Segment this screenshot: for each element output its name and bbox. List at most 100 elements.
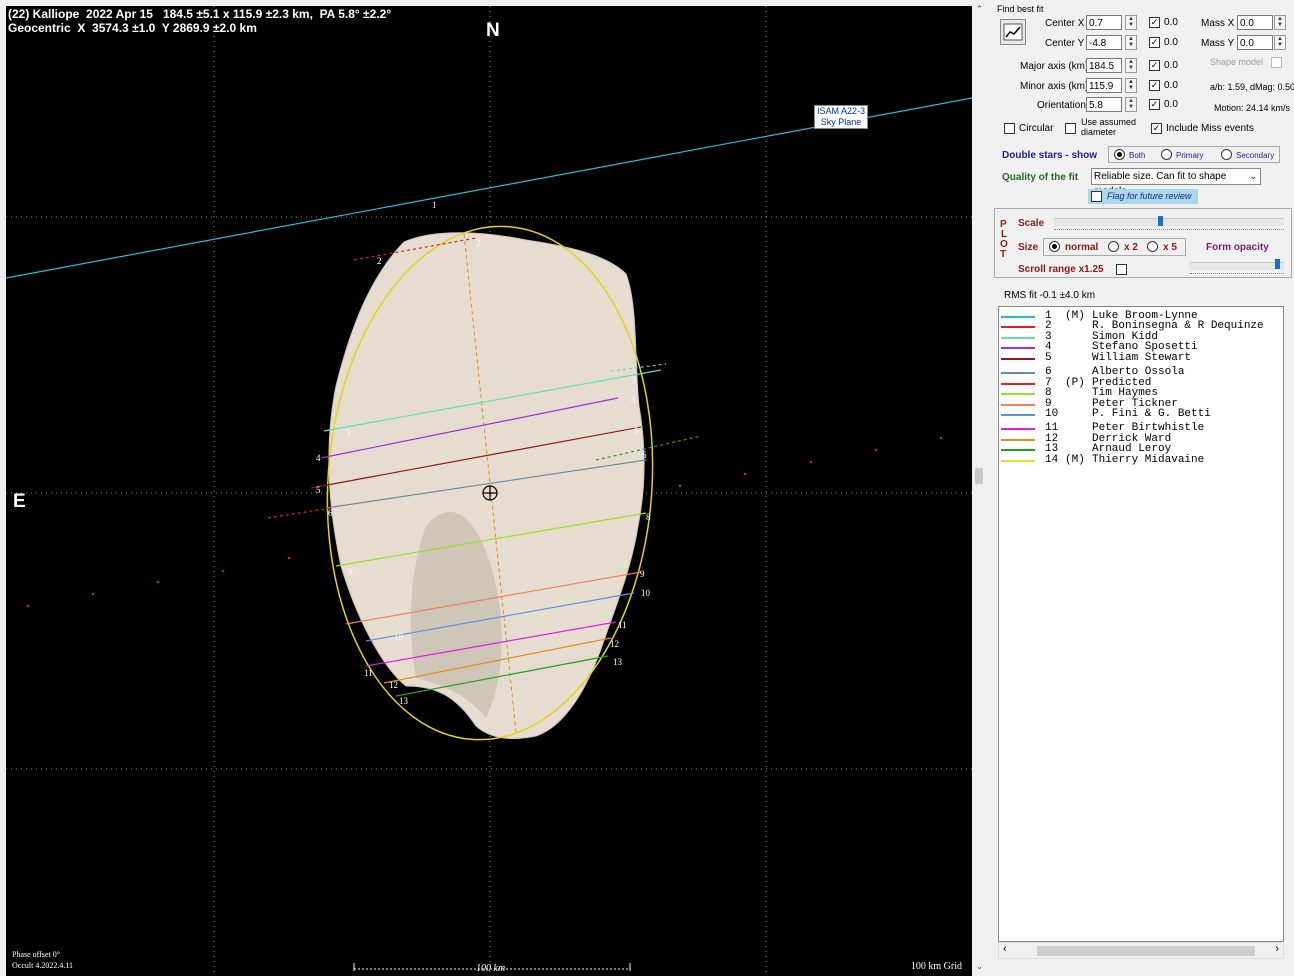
scroll-left-icon[interactable]: ‹ — [1003, 943, 1007, 955]
size-x2-radio[interactable] — [1108, 241, 1119, 252]
legend-swatch — [1001, 393, 1035, 395]
flag-review-checkbox[interactable] — [1091, 191, 1102, 202]
fit-chart-icon — [1003, 23, 1023, 41]
chord-label: 6 — [328, 508, 333, 518]
shape-model-label: Shape model — [1210, 57, 1264, 67]
motion-text: Motion: 24.14 km/s — [1214, 103, 1291, 113]
quality-dropdown[interactable]: Reliable size. Can fit to shape models ⌄ — [1091, 168, 1261, 197]
legend-swatch — [1001, 316, 1035, 318]
legend-row: 5 William Stewart — [999, 353, 1285, 364]
shape-model-checkbox[interactable] — [1271, 57, 1282, 68]
chord-12-line — [383, 637, 612, 684]
legend-observer-name: Luke Broom-Lynne — [1092, 310, 1198, 322]
center-y-input[interactable]: -4.8 — [1086, 35, 1122, 50]
chord-label: 9 — [640, 569, 645, 579]
chord-label: 11 — [618, 620, 627, 630]
orientation-spinner[interactable]: ▲ ▼ — [1125, 97, 1137, 112]
chord-label: 9 — [348, 567, 353, 577]
size-label: Size — [1018, 242, 1039, 253]
grid-size-label: 100 km Grid — [910, 961, 962, 972]
scroll-thumb[interactable] — [975, 468, 983, 484]
chord-label: 13 — [399, 696, 409, 706]
major-axis-input[interactable]: 184.5 — [1086, 58, 1122, 73]
double-stars-group — [1108, 146, 1280, 163]
legend-observer-name: Peter Birtwhistle — [1092, 422, 1205, 434]
scale-slider-thumb[interactable] — [1158, 216, 1163, 226]
legend-observer-name: Peter Tickner — [1092, 398, 1178, 410]
legend-row: 6 Alberto Ossola — [999, 367, 1285, 378]
chord-label: 13 — [613, 657, 623, 667]
circular-checkbox[interactable] — [1004, 123, 1015, 134]
chord-label: 8 — [646, 512, 651, 522]
mass-x-spinner[interactable]: ▲ ▼ — [1274, 15, 1286, 30]
size-normal-radio[interactable] — [1049, 241, 1060, 252]
chord-2-line — [353, 237, 477, 261]
orientation-input[interactable]: 5.8 — [1086, 97, 1122, 112]
occultation-plot[interactable]: 1 2 2 3 3 4 4 5 5 6 6 8 9 9 10 10 11 11 12 12 13 1… — [6, 6, 972, 976]
quality-label: Quality of the fit — [1002, 172, 1079, 183]
center-x-fit-checkbox[interactable]: ✓ — [1149, 17, 1160, 28]
center-y-spinner[interactable]: ▲ ▼ — [1125, 35, 1137, 50]
include-miss-checkbox[interactable]: ✓ — [1151, 123, 1162, 134]
legend-scroll-thumb[interactable] — [1037, 946, 1255, 956]
rms-fit-text: RMS fit -0.1 ±4.0 km — [1004, 290, 1096, 301]
path-dot — [91, 592, 95, 596]
major-axis-fit-checkbox[interactable]: ✓ — [1149, 60, 1160, 71]
size-x5-radio[interactable] — [1147, 241, 1158, 252]
legend-swatch — [1001, 449, 1035, 451]
plot-letter: O — [1000, 239, 1008, 250]
legend-swatch — [1001, 372, 1035, 374]
chord-label: 3 — [346, 428, 351, 438]
mass-y-label: Mass Y — [1201, 38, 1235, 49]
chevron-down-icon: ⌄ — [1249, 171, 1257, 181]
minor-axis-fit-checkbox[interactable]: ✓ — [1149, 80, 1160, 91]
scroll-range-checkbox[interactable] — [1116, 264, 1127, 275]
legend-row: 10 P. Fini & G. Betti — [999, 409, 1285, 420]
chord-label: 4 — [631, 395, 636, 405]
mass-y-input[interactable]: 0.0 — [1237, 35, 1273, 50]
double-both-radio[interactable] — [1114, 149, 1125, 160]
legend-row: 8 Tim Haymes — [999, 388, 1285, 399]
plot-letter: T — [1000, 249, 1007, 260]
center-y-fit-checkbox[interactable]: ✓ — [1149, 37, 1160, 48]
legend-row: 7 (P) Predicted — [999, 378, 1285, 389]
legend-observer-name: R. Boninsegna & R Dequinze — [1092, 320, 1264, 332]
form-opacity-slider[interactable] — [1190, 262, 1284, 270]
use-assumed-checkbox[interactable] — [1065, 123, 1076, 134]
center-x-spinner[interactable]: ▲ ▼ — [1125, 15, 1137, 30]
orientation-fit-checkbox[interactable]: ✓ — [1149, 99, 1160, 110]
form-opacity-thumb[interactable] — [1275, 259, 1280, 269]
legend-row: 3 Simon Kidd — [999, 332, 1285, 343]
scale-slider[interactable] — [1054, 218, 1284, 226]
scroll-up-icon[interactable]: ⌃ — [975, 4, 984, 14]
legend-horizontal-scrollbar[interactable]: ‹ › — [998, 942, 1284, 959]
legend-row: 9 Peter Tickner — [999, 399, 1285, 410]
vertical-scrollbar[interactable]: ⌃ ⌄ — [972, 0, 987, 976]
scroll-right-icon[interactable]: › — [1275, 943, 1279, 955]
minor-axis-input[interactable]: 115.9 — [1086, 78, 1122, 93]
double-stars-label: Double stars - show — [1002, 150, 1098, 161]
minor-axis-step: 0.0 — [1164, 80, 1178, 91]
scale-bar-label: 100 km — [476, 963, 506, 974]
mass-y-spinner[interactable]: ▲ ▼ — [1274, 35, 1286, 50]
path-dot — [221, 569, 225, 573]
major-axis-spinner[interactable]: ▲ ▼ — [1125, 58, 1137, 73]
plot-header-geocentric: Geocentric X 3574.3 ±1.0 Y 2869.9 ±2.0 k… — [8, 21, 257, 35]
legend-number: 14 — [1045, 454, 1059, 466]
chord-label: 12 — [389, 680, 398, 690]
center-x-input[interactable]: 0.7 — [1086, 15, 1122, 30]
scroll-down-icon[interactable]: ⌄ — [975, 961, 984, 971]
mass-x-input[interactable]: 0.0 — [1237, 15, 1273, 30]
chord-label: 6 — [642, 450, 647, 460]
flag-review-area[interactable] — [1088, 189, 1198, 204]
axis-ratio-text: a/b: 1.59, dMag: 0.50 — [1210, 82, 1294, 92]
minor-axis-spinner[interactable]: ▲ ▼ — [1125, 78, 1137, 93]
center-x-step: 0.0 — [1164, 17, 1178, 28]
double-secondary-radio[interactable] — [1221, 149, 1232, 160]
chord-label: 2 — [476, 238, 481, 248]
find-best-fit-button[interactable] — [1000, 19, 1026, 45]
version-label: Occult 4.2022.4.11 — [12, 961, 74, 970]
chord-7-line — [267, 507, 332, 519]
double-primary-radio[interactable] — [1161, 149, 1172, 160]
use-assumed-label-1: Use assumed — [1081, 117, 1137, 127]
